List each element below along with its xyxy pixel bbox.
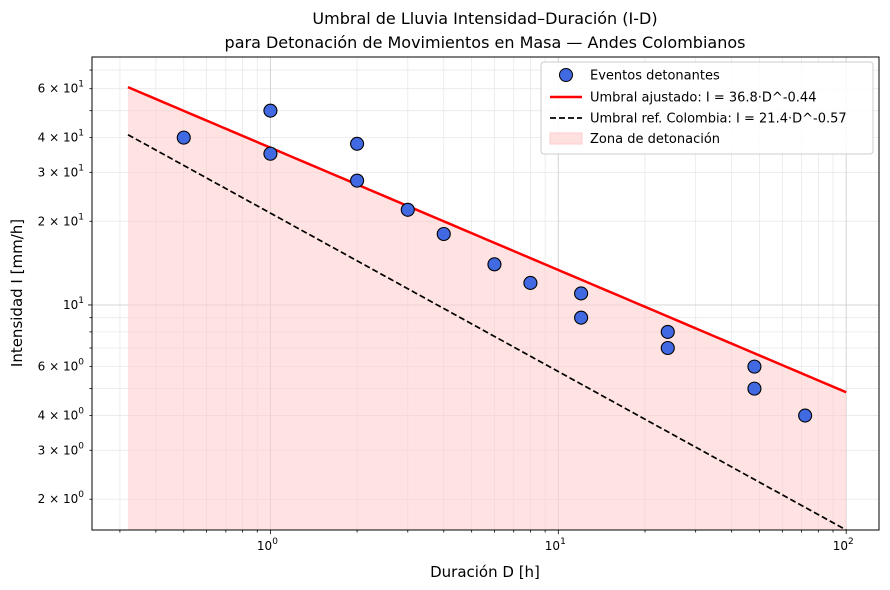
chart-subtitle: para Detonación de Movimientos en Masa —… xyxy=(225,33,746,52)
plot-frame xyxy=(91,56,880,531)
event-point xyxy=(798,408,813,423)
y-tick-label: 3 × 100 xyxy=(38,441,85,457)
y-axis-label: Intensidad I [mm/h] xyxy=(8,219,26,367)
x-axis-ticks: 100 101 102 xyxy=(119,530,854,553)
event-point xyxy=(523,275,538,290)
event-point xyxy=(747,381,762,396)
event-point xyxy=(660,340,675,356)
trigger-zone-area xyxy=(127,87,847,530)
event-point xyxy=(660,324,675,339)
event-point xyxy=(400,202,415,217)
event-point xyxy=(350,136,365,151)
y-axis-ticks: 2 × 100 3 × 100 4 × 100 6 × 100 101 2 × 101 3 … xyxy=(38,69,92,506)
y-tick-label: 6 × 101 xyxy=(38,80,84,96)
legend-label-reference: Umbral ref. Colombia: I = 21.4·D^-0.57 xyxy=(590,112,847,127)
event-point xyxy=(747,359,762,374)
x-tick-label: 102 xyxy=(833,537,854,553)
y-tick-label: 3 × 101 xyxy=(38,163,84,179)
legend-label-fitted: Umbral ajustado: I = 36.8·D^-0.44 xyxy=(590,91,816,106)
legend-marker-events xyxy=(559,68,573,82)
x-tick-label: 101 xyxy=(545,537,566,553)
legend-label-zone: Zona de detonación xyxy=(590,132,720,147)
event-points xyxy=(176,103,813,423)
fitted-threshold-line xyxy=(127,86,847,394)
event-point xyxy=(574,286,589,301)
event-point xyxy=(350,173,365,188)
legend-label-events: Eventos detonantes xyxy=(590,69,720,84)
x-tick-label: 100 xyxy=(257,537,278,553)
legend: Eventos detonantes Umbral ajustado: I = … xyxy=(540,61,874,155)
event-point xyxy=(487,257,502,272)
y-tick-label: 101 xyxy=(63,296,84,312)
event-point xyxy=(574,310,589,325)
legend-box xyxy=(540,61,874,155)
chart-title: Umbral de Lluvia Intensidad–Duración (I-… xyxy=(312,9,657,28)
event-point xyxy=(176,130,191,145)
y-tick-label: 6 × 100 xyxy=(38,358,85,374)
y-tick-label: 4 × 101 xyxy=(38,129,84,145)
event-point xyxy=(263,146,278,161)
event-point xyxy=(263,103,278,118)
y-tick-label: 2 × 100 xyxy=(38,490,85,506)
x-axis-label: Duración D [h] xyxy=(430,563,540,581)
event-point xyxy=(436,226,451,242)
legend-marker-zone xyxy=(549,132,583,145)
y-tick-label: 4 × 100 xyxy=(38,407,85,423)
y-tick-label: 2 × 101 xyxy=(38,212,84,228)
reference-threshold-line xyxy=(127,133,847,530)
